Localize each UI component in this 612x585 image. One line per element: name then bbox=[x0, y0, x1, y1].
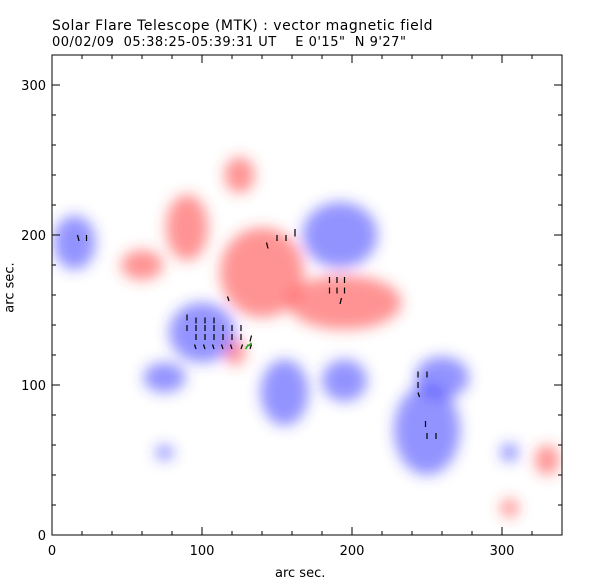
transverse-field-vector bbox=[226, 296, 230, 302]
x-tick-label: 200 bbox=[340, 544, 365, 559]
negative-polarity-region bbox=[53, 215, 96, 270]
y-axis-label: arc sec. bbox=[2, 262, 18, 313]
transverse-field-vector bbox=[220, 344, 224, 350]
positive-polarity-region bbox=[166, 194, 208, 261]
negative-polarity-region bbox=[155, 445, 174, 460]
transverse-field-vector bbox=[265, 242, 269, 249]
x-tick-label: 100 bbox=[190, 544, 215, 559]
positive-polarity-region bbox=[500, 499, 519, 517]
x-tick-label: 300 bbox=[490, 544, 515, 559]
x-axis-label: arc sec. bbox=[275, 566, 326, 581]
transverse-field-vector bbox=[339, 297, 343, 305]
transverse-field-vector bbox=[249, 344, 253, 350]
positive-polarity-region bbox=[287, 275, 402, 330]
highlighted-field-vector bbox=[244, 344, 250, 350]
negative-polarity-region bbox=[394, 385, 460, 475]
negative-polarity-region bbox=[415, 356, 469, 399]
transverse-field-vector bbox=[249, 335, 253, 342]
chart-subtitle: 00/02/09 05:38:25-05:39:31 UT E 0'15" N … bbox=[52, 35, 407, 50]
negative-polarity-region bbox=[169, 302, 235, 363]
negative-polarity-region bbox=[302, 202, 378, 268]
y-tick-label: 200 bbox=[21, 229, 46, 244]
x-tick-label: 0 bbox=[48, 544, 56, 559]
negative-polarity-region bbox=[322, 359, 367, 402]
positive-polarity-region bbox=[535, 445, 559, 475]
transverse-field-vector bbox=[76, 234, 80, 242]
transverse-field-vector bbox=[193, 344, 197, 350]
positive-polarity-region bbox=[220, 227, 304, 318]
negative-polarity-region bbox=[143, 362, 186, 393]
negative-polarity-region bbox=[260, 359, 309, 426]
chart-title: Solar Flare Telescope (MTK) : vector mag… bbox=[52, 18, 433, 34]
transverse-field-vector bbox=[202, 344, 206, 350]
transverse-field-vector bbox=[211, 344, 215, 350]
y-tick-label: 0 bbox=[38, 529, 46, 544]
positive-polarity-region bbox=[121, 250, 163, 280]
transverse-field-vector bbox=[229, 344, 233, 350]
y-tick-label: 100 bbox=[21, 379, 46, 394]
negative-polarity-region bbox=[500, 443, 519, 462]
highlighted-field-vector bbox=[247, 342, 253, 347]
y-tick-label: 300 bbox=[21, 79, 46, 94]
positive-polarity-region bbox=[224, 157, 255, 193]
transverse-field-vector bbox=[240, 344, 244, 350]
transverse-field-vector bbox=[417, 392, 421, 398]
